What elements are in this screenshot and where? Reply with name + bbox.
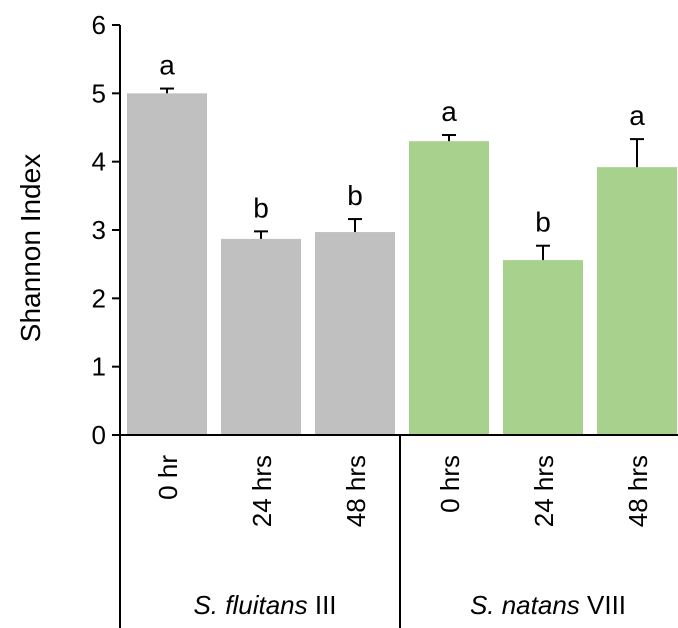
y-tick-label: 4 bbox=[92, 147, 106, 177]
y-tick-label: 1 bbox=[92, 352, 106, 382]
significance-letter: b bbox=[347, 180, 363, 211]
significance-letter: a bbox=[629, 100, 645, 131]
group-label-fluitans-species: S. fluitans bbox=[193, 590, 307, 620]
y-tick-label: 6 bbox=[92, 10, 106, 40]
significance-letter: a bbox=[159, 50, 175, 81]
y-tick-label: 3 bbox=[92, 215, 106, 245]
x-tick-label: 24 hrs bbox=[247, 455, 277, 527]
group-label-natans: S. natans VIII bbox=[470, 590, 626, 620]
group-label-natans-species: S. natans bbox=[470, 590, 580, 620]
significance-letter: b bbox=[253, 192, 269, 223]
bar bbox=[127, 93, 207, 435]
y-tick-label: 2 bbox=[92, 283, 106, 313]
x-tick-label: 24 hrs bbox=[529, 455, 559, 527]
x-tick-label: 0 hr bbox=[153, 455, 183, 500]
y-tick-label: 5 bbox=[92, 78, 106, 108]
group-label-natans-suffix: VIII bbox=[580, 590, 626, 620]
y-tick-label: 0 bbox=[92, 420, 106, 450]
bar bbox=[503, 260, 583, 435]
bar bbox=[597, 167, 677, 435]
bar bbox=[409, 141, 489, 435]
x-tick-label: 48 hrs bbox=[623, 455, 653, 527]
plot-area: 0 1 2 3 4 5 6 a 0 hr b 24 hrs b 48 hrs a 0 hrs b 24 hrs a… bbox=[92, 10, 678, 628]
bar bbox=[221, 238, 301, 435]
x-tick-label: 48 hrs bbox=[341, 455, 371, 527]
group-label-fluitans-suffix: III bbox=[308, 590, 337, 620]
group-label-fluitans: S. fluitans III bbox=[193, 590, 336, 620]
significance-letter: a bbox=[441, 96, 457, 127]
x-tick-label: 0 hrs bbox=[435, 455, 465, 513]
significance-letter: b bbox=[535, 207, 551, 238]
bar bbox=[315, 232, 395, 435]
y-axis-label: Shannon Index bbox=[15, 154, 46, 342]
